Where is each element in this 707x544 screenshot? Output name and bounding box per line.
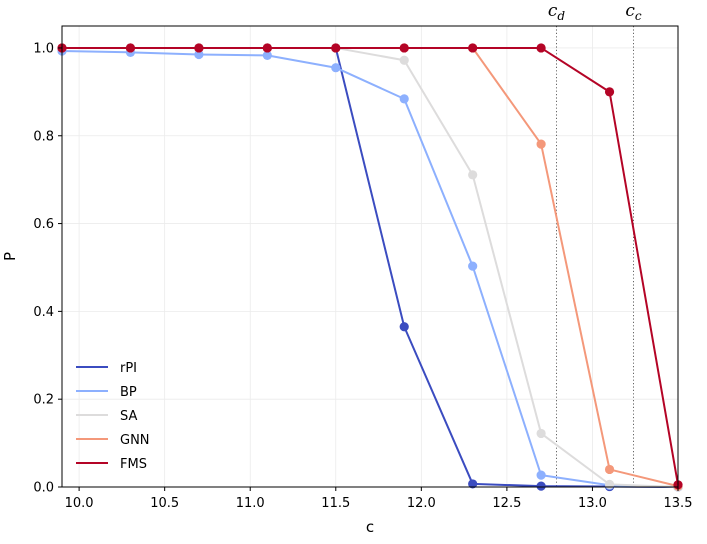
data-point (262, 43, 272, 53)
data-point (194, 43, 204, 53)
threshold-label: cc (625, 1, 642, 23)
x-tick-label: 10.5 (150, 496, 179, 511)
series-sa (57, 43, 683, 492)
x-tick-label: 12.5 (492, 496, 521, 511)
data-point (194, 49, 204, 60)
data-point (536, 43, 546, 53)
series-fms (57, 43, 683, 490)
grid (62, 26, 679, 488)
legend-label: rPI (120, 361, 137, 376)
x-tick-label: 11.0 (236, 496, 265, 511)
data-point (399, 322, 409, 332)
data-point (468, 43, 478, 53)
series-rpi (57, 43, 683, 492)
data-point (604, 479, 615, 489)
y-tick-label: 0.4 (33, 305, 54, 320)
legend-label: GNN (120, 433, 150, 448)
data-point (331, 63, 341, 73)
legend: rPI BP SA GNN FMS (76, 361, 150, 472)
data-point (468, 479, 478, 489)
series-line (62, 46, 679, 488)
y-axis-label: P (1, 252, 19, 261)
data-point (468, 170, 478, 180)
legend-item-sa: SA (76, 409, 137, 424)
series-layer (57, 43, 683, 492)
data-point (536, 481, 546, 491)
legend-item-rpi: rPI (76, 361, 137, 376)
x-tick-label: 12.0 (407, 496, 436, 511)
y-tick-label: 0.2 (33, 393, 54, 408)
y-tick-label: 0.0 (33, 481, 54, 496)
series-line (62, 46, 679, 488)
threshold-lines: cd cc (548, 1, 642, 487)
series-line (62, 46, 679, 488)
legend-label: SA (120, 409, 137, 424)
threshold-label: cd (548, 1, 566, 23)
data-point (331, 43, 341, 53)
series-line (61, 50, 679, 488)
legend-label: BP (120, 385, 137, 400)
x-axis-label: c (366, 518, 374, 536)
x-tick-label: 11.5 (321, 496, 350, 511)
y-axis-ticks: 0.0 0.2 0.4 0.6 0.8 1.0 (33, 41, 62, 496)
legend-item-bp: BP (76, 385, 137, 400)
legend-item-gnn: GNN (76, 433, 150, 448)
data-point (399, 94, 409, 104)
data-point (468, 261, 478, 271)
x-axis-ticks: 10.0 10.5 11.0 11.5 12.0 12.5 13.0 13.5 (65, 487, 693, 511)
x-tick-label: 10.0 (65, 496, 94, 511)
data-point (604, 87, 615, 97)
data-point (536, 428, 546, 439)
y-tick-label: 1.0 (33, 41, 54, 56)
legend-item-fms: FMS (76, 457, 147, 472)
y-tick-label: 0.6 (33, 217, 54, 232)
legend-label: FMS (120, 457, 147, 472)
data-point (399, 43, 409, 53)
x-tick-label: 13.0 (578, 496, 607, 511)
plot-frame (61, 25, 679, 488)
x-tick-label: 13.5 (664, 496, 693, 511)
series-gnn (57, 43, 683, 491)
data-point (604, 464, 615, 475)
series-bp (57, 46, 683, 492)
series-line (62, 46, 679, 485)
data-point (536, 470, 546, 480)
data-point (125, 43, 136, 53)
data-point (536, 139, 546, 149)
data-point (399, 55, 409, 65)
data-point (262, 50, 272, 61)
y-tick-label: 0.8 (33, 129, 54, 144)
